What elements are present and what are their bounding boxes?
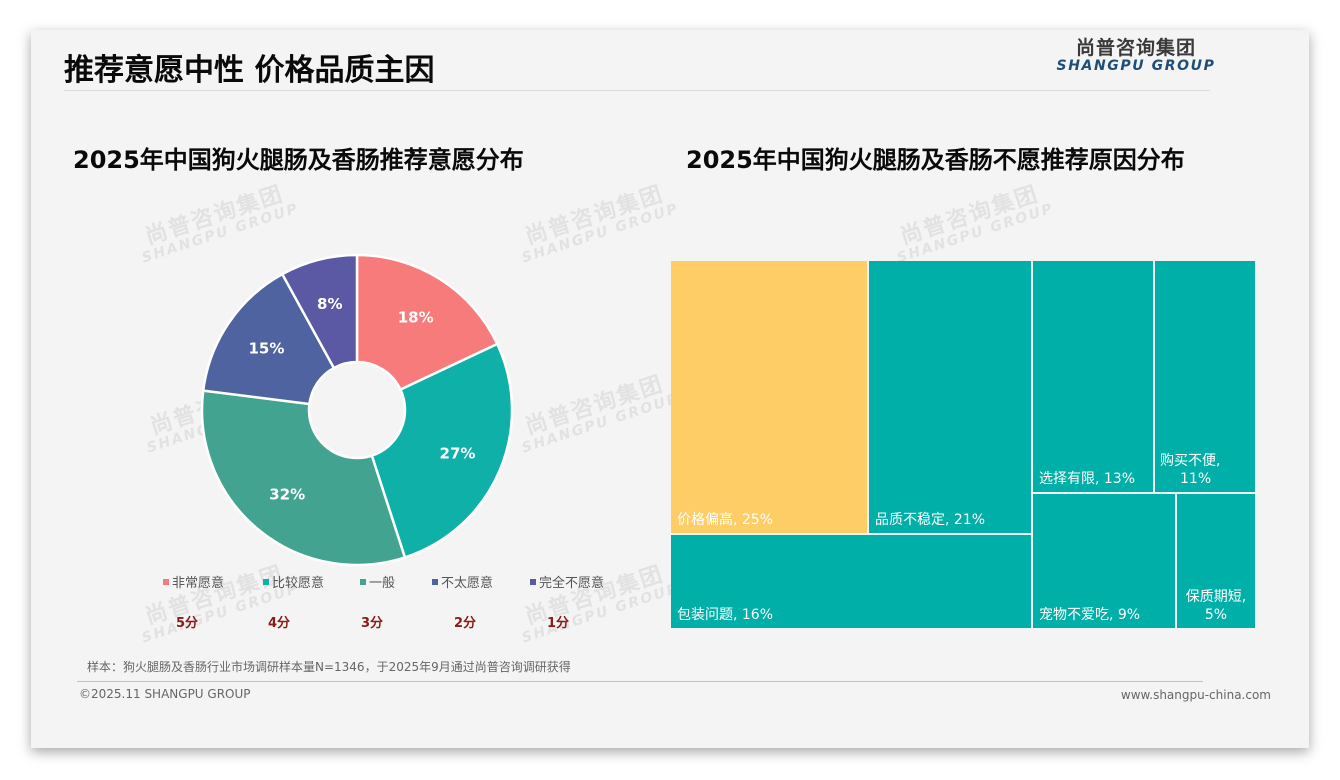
legend-swatch [263,578,269,585]
treemap-tile-inconvenient-purchase: 购买不便, 11% [1155,261,1255,492]
donut-slice [280,253,359,370]
donut-slice [370,342,514,559]
footer-divider [77,681,1203,682]
tile-label: 选择有限, 13% [1039,471,1136,487]
treemap-tile-pet-dislikes: 宠物不爱吃, 9% [1033,494,1175,628]
donut-slice [200,389,407,567]
treemap-tile-limited-choice: 选择有限, 13% [1033,261,1153,492]
treemap-tile-packaging: 包装问题, 16% [671,535,1031,628]
treemap-tile-short-shelf-life: 保质期短, 5% [1177,494,1255,628]
tile-label: 保质期短, 5% [1185,589,1247,623]
treemap-chart-title: 2025年中国狗火腿肠及香肠不愿推荐原因分布 [686,146,1185,174]
legend-label: 完全不愿意 [539,576,605,591]
treemap-tile-price-high: 价格偏高, 25% [671,261,867,533]
tile-label: 购买不便, 11% [1160,453,1221,487]
legend-item: 完全不愿意 [530,572,604,591]
slice-percent-label: 32% [269,485,305,503]
legend-swatch [432,578,438,585]
legend-label: 比较愿意 [272,576,325,591]
legend-swatch [530,578,536,585]
donut-slice [355,253,499,392]
logo-english: SHANGPU GROUP [1056,58,1216,74]
tile-label: 宠物不爱吃, 9% [1039,607,1141,623]
score-label: 1分 [547,616,570,631]
donut-legend: 非常愿意 比较愿意 一般 不太愿意 完全不愿意 [130,572,630,592]
legend-swatch [163,578,169,585]
title-divider [64,90,1210,91]
company-logo: 尚普咨询集团 SHANGPU GROUP [1056,33,1216,74]
donut-chart: 18% 27% 32% 15% 8% [200,253,514,567]
legend-label: 非常愿意 [172,576,225,591]
slice-percent-label: 8% [317,295,342,313]
legend-item: 一般 [360,572,395,591]
tile-label: 品质不稳定, 21% [875,512,986,528]
copyright: ©2025.11 SHANGPU GROUP [79,687,251,701]
treemap-tile-quality-unstable: 品质不稳定, 21% [869,261,1031,533]
donut-chart-title: 2025年中国狗火腿肠及香肠推荐意愿分布 [73,146,524,174]
legend-label: 不太愿意 [441,576,494,591]
legend-swatch [360,578,366,585]
slice-percent-label: 27% [440,444,476,462]
legend-item: 不太愿意 [432,572,493,591]
slice-percent-label: 15% [248,339,284,357]
website-link[interactable]: www.shangpu-china.com [1120,688,1271,702]
score-label: 2分 [454,616,477,631]
donut-slice [201,272,336,406]
legend-label: 一般 [369,576,396,591]
legend-item: 比较愿意 [263,572,324,591]
logo-chinese: 尚普咨询集团 [1075,37,1196,59]
slice-percent-label: 18% [398,309,434,327]
page-title: 推荐意愿中性 价格品质主因 [64,53,435,88]
tile-label: 包装问题, 16% [677,607,774,623]
score-label: 4分 [268,616,291,631]
tile-label: 价格偏高, 25% [677,512,774,528]
sample-note: 样本：狗火腿肠及香肠行业市场调研样本量N=1346，于2025年9月通过尚普咨询… [87,660,571,674]
legend-item: 非常愿意 [163,572,224,591]
score-label: 5分 [176,616,199,631]
score-label: 3分 [361,616,384,631]
